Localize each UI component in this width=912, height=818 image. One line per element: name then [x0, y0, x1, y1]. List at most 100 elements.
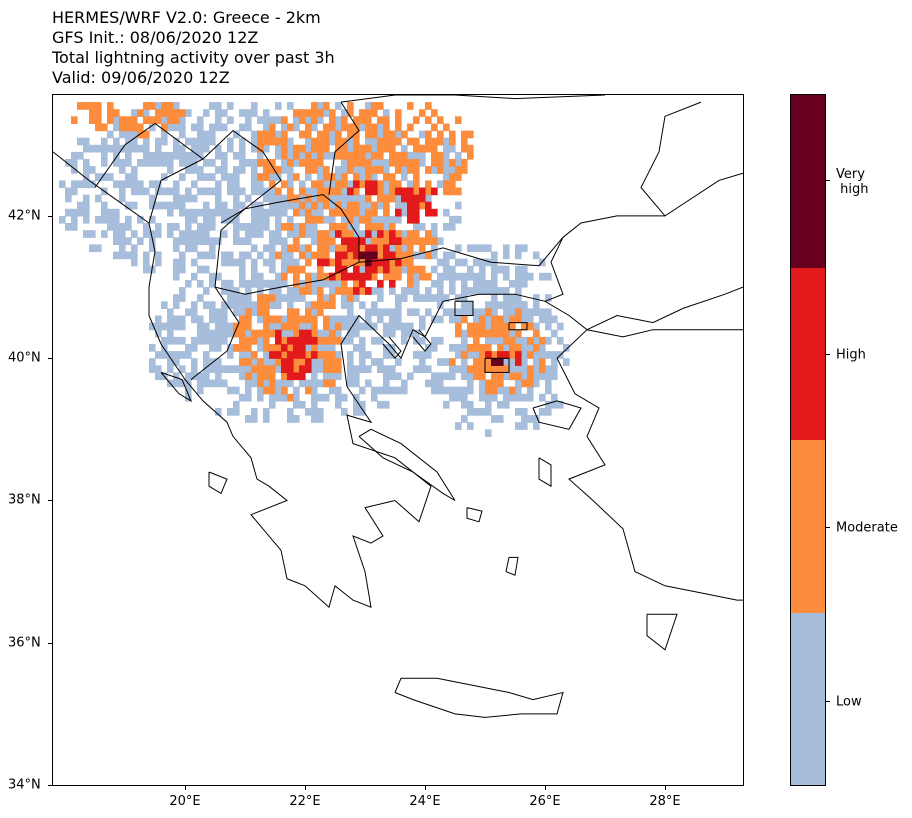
lightning-cell [455, 116, 462, 124]
lightning-cell [449, 166, 456, 174]
lightning-cell [383, 215, 390, 224]
lightning-cell [479, 279, 486, 288]
lightning-cell [323, 109, 330, 117]
lightning-cell [491, 272, 498, 281]
lightning-cell [221, 123, 228, 132]
lightning-cell [257, 215, 264, 224]
lightning-cell [443, 258, 450, 267]
lightning-cell [521, 265, 528, 274]
lightning-cell [293, 415, 300, 423]
lightning-cell [371, 151, 378, 160]
lightning-cell [311, 365, 318, 373]
lightning-cell [341, 151, 348, 160]
lightning-cell [203, 251, 210, 260]
lightning-cell [539, 408, 546, 416]
lightning-cell [263, 208, 270, 217]
lightning-cell [167, 151, 174, 160]
lightning-region-moderate [71, 102, 186, 139]
lightning-cell [113, 137, 120, 146]
lightning-cell [329, 208, 336, 217]
lightning-cell [209, 301, 216, 309]
lightning-cell [179, 336, 186, 345]
lightning-cell [179, 194, 186, 203]
lightning-cell [449, 287, 456, 295]
lightning-cell [185, 393, 192, 402]
lightning-cell [311, 287, 318, 295]
lightning-cell [113, 123, 120, 132]
lightning-cell [305, 379, 312, 388]
lightning-cell [431, 265, 438, 274]
lightning-cell [461, 159, 468, 167]
lightning-cell [557, 400, 564, 409]
lightning-cell [509, 329, 516, 338]
lightning-cell [461, 415, 468, 423]
lightning-cell [65, 208, 72, 217]
lightning-cell [83, 194, 90, 203]
lightning-cell [485, 315, 492, 324]
lightning-cell [305, 194, 312, 203]
lightning-cell [335, 393, 342, 402]
lightning-cell [461, 137, 468, 146]
lightning-cell [395, 215, 402, 224]
lightning-cell [335, 137, 342, 146]
lightning-cell [143, 109, 150, 117]
lightning-cell [311, 379, 318, 388]
lightning-cell [191, 372, 198, 381]
lightning-cell [173, 351, 180, 359]
lightning-cell [209, 173, 216, 181]
lightning-cell [107, 109, 114, 117]
lightning-cell [173, 358, 180, 366]
lightning-cell [335, 315, 342, 324]
lightning-cell [305, 251, 312, 260]
lightning-cell [83, 159, 90, 167]
lightning-cell [545, 351, 552, 359]
lightning-cell [221, 258, 228, 267]
lightning-cell [137, 215, 144, 224]
lightning-cell [323, 102, 330, 110]
lightning-cell [335, 187, 342, 196]
lightning-cell [173, 336, 180, 345]
lightning-cell [77, 151, 84, 160]
lightning-cell [551, 315, 558, 324]
lightning-cell [263, 166, 270, 174]
lightning-cell [257, 251, 264, 260]
lightning-cell [203, 301, 210, 309]
lightning-cell [149, 201, 156, 210]
lightning-cell [293, 322, 300, 331]
lightning-cell [305, 116, 312, 124]
lightning-cell [365, 223, 372, 231]
lightning-cell [377, 102, 384, 110]
lightning-cell [461, 372, 468, 381]
lightning-cell [269, 137, 276, 146]
lon-tick [425, 786, 426, 790]
lightning-cell [317, 351, 324, 359]
lightning-cell [323, 180, 330, 189]
lightning-cell [317, 130, 324, 139]
lightning-cell [437, 237, 444, 245]
lightning-cell [485, 301, 492, 309]
lightning-cell [317, 265, 324, 274]
lightning-cell [455, 365, 462, 373]
lightning-cell [209, 358, 216, 366]
lightning-cell [383, 351, 390, 359]
lightning-cell [455, 422, 462, 430]
lightning-cell [227, 173, 234, 181]
lightning-cell [473, 287, 480, 295]
lightning-cell [269, 315, 276, 324]
lightning-cell [275, 351, 282, 359]
lightning-cell [449, 365, 456, 373]
lightning-cell [389, 251, 396, 260]
lightning-cell [425, 116, 432, 124]
lightning-cell [311, 336, 318, 345]
lightning-cell [359, 258, 366, 267]
lightning-cell [347, 208, 354, 217]
lightning-cell [287, 308, 294, 317]
lightning-cell [551, 351, 558, 359]
lightning-cell [515, 244, 522, 253]
lightning-cell [305, 144, 312, 153]
lightning-cell [275, 208, 282, 217]
lightning-cell [341, 144, 348, 153]
lightning-cell [527, 315, 534, 324]
lightning-cell [335, 180, 342, 189]
lightning-cell [173, 237, 180, 245]
